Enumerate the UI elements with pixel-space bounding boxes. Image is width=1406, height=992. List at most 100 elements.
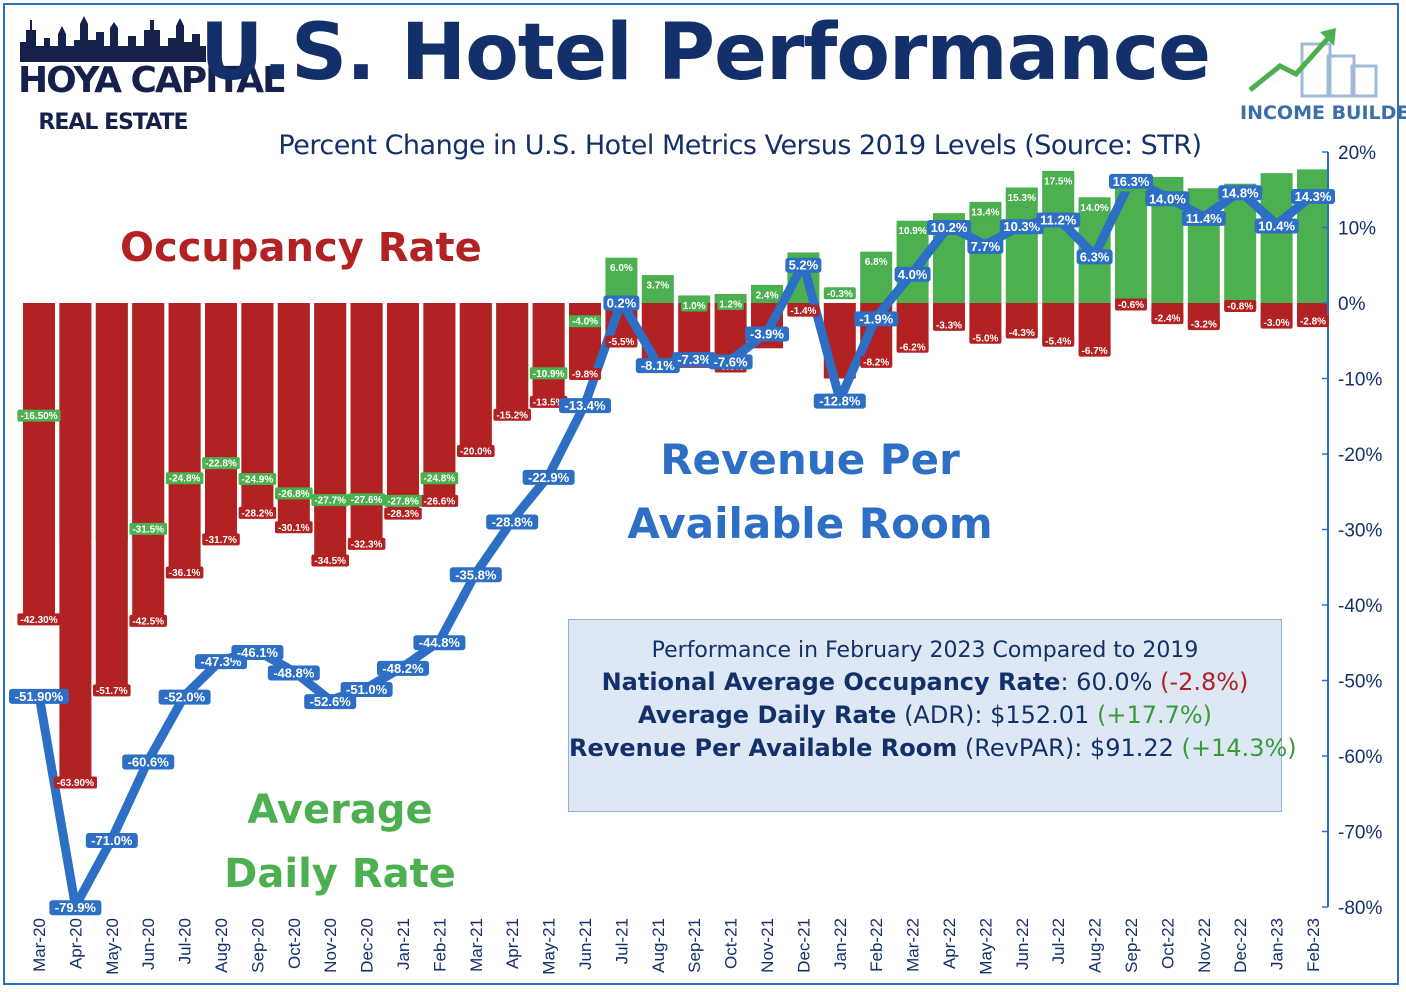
occupancy-data-label: -63.90% (57, 778, 94, 789)
adr-data-label: -4.0% (572, 317, 598, 328)
x-tick-label: Jul-21 (612, 918, 631, 964)
occupancy-data-label-bg (860, 355, 893, 368)
occupancy-data-label-bg (1005, 326, 1038, 339)
revpar-data-label-bg (967, 238, 1004, 254)
summary-adr-label: Average Daily Rate (637, 701, 897, 729)
x-tick-label: Sep-22 (1122, 918, 1141, 973)
x-tick-label: Apr-20 (66, 918, 85, 969)
y-tick-label: -70% (1338, 823, 1382, 844)
chart-title: U.S. Hotel Performance (200, 8, 1211, 98)
x-tick-label: Jan-21 (394, 918, 413, 970)
occupancy-bar (59, 303, 92, 786)
adr-data-label: -10.9% (533, 369, 565, 380)
summary-adr-line: Average Daily Rate (ADR): $152.01 (+17.7… (569, 701, 1281, 729)
adr-data-label-bg (1078, 201, 1111, 214)
summary-occupancy-label: National Average Occupancy Rate (601, 668, 1061, 696)
y-tick-label: -20% (1338, 445, 1382, 466)
adr-data-label-bg (17, 409, 61, 422)
revpar-data-label-bg (377, 660, 429, 676)
occupancy-data-label-bg (1151, 312, 1184, 325)
revpar-data-label: 11.2% (1040, 212, 1077, 227)
x-tick-label: Jul-20 (176, 918, 195, 964)
occupancy-data-label-bg (1115, 298, 1147, 311)
x-tick-label: Jan-22 (831, 918, 850, 970)
revpar-data-label: 4.0% (898, 267, 928, 282)
y-tick-label: -10% (1338, 370, 1382, 391)
occupancy-data-label: -3.3% (936, 320, 962, 331)
income-builder-logo: INCOME BUILDER (1240, 18, 1406, 133)
revpar-data-label: -28.8% (492, 514, 534, 529)
occupancy-data-label-bg (787, 304, 820, 317)
summary-revpar-line: Revenue Per Available Room (RevPAR): $91… (569, 734, 1297, 762)
adr-data-label: 6.8% (865, 257, 888, 268)
revpar-data-label-bg (603, 295, 640, 311)
revpar-data-label-bg (927, 219, 971, 235)
x-tick-label: Aug-21 (649, 918, 668, 973)
adr-data-label: 17.5% (1044, 176, 1072, 187)
revpar-data-label-bg (745, 326, 789, 342)
revpar-data-label-bg (672, 352, 717, 368)
revpar-data-label: -52.6% (310, 694, 352, 709)
x-tick-label: May-20 (103, 918, 122, 975)
revpar-data-label-bg (9, 688, 69, 704)
adr-data-label-bg (717, 297, 744, 310)
occupancy-data-label: -31.7% (205, 535, 237, 546)
adr-data-label: 1.2% (719, 299, 742, 310)
adr-data-label: 6.0% (610, 263, 633, 274)
occupancy-bar (314, 303, 347, 564)
adr-data-label-bg (753, 288, 781, 301)
occupancy-bar (350, 303, 383, 547)
y-tick-label: 20% (1338, 143, 1376, 164)
x-tick-label: Jan-23 (1268, 918, 1287, 970)
occupancy-data-label: -34.5% (314, 556, 346, 567)
occupancy-data-label: -2.8% (1300, 317, 1326, 328)
x-tick-label: Nov-22 (1195, 918, 1214, 973)
revpar-data-label: -22.9% (528, 470, 570, 485)
occupancy-bar (205, 303, 237, 543)
revpar-data-label: -8.1% (641, 358, 675, 373)
revpar-annotation-line1: Revenue Per (660, 435, 960, 484)
revpar-data-label-bg (894, 266, 931, 282)
adr-data-label-bg (1042, 174, 1075, 187)
revpar-data-label-bg (522, 469, 575, 485)
occupancy-data-label-bg (1260, 316, 1293, 329)
revpar-data-label-bg (1036, 212, 1081, 228)
revpar-data-label-bg (158, 689, 211, 705)
x-tick-label: Nov-20 (321, 918, 340, 973)
revpar-annotation-line2: Available Room (627, 499, 993, 548)
occupancy-data-label: -8.2% (863, 357, 889, 368)
revpar-data-label: -46.1% (237, 645, 279, 660)
revpar-data-label-bg (854, 311, 899, 327)
x-tick-label: Jul-22 (1049, 918, 1068, 964)
summary-adr-value: (ADR): $152.01 (896, 701, 1097, 729)
revpar-data-label: -48.2% (382, 661, 424, 676)
revpar-data-label-bg (1218, 185, 1263, 201)
y-tick-label: -80% (1338, 898, 1382, 919)
revpar-data-label-bg (486, 514, 539, 530)
revpar-data-label-bg (1181, 210, 1226, 226)
occupancy-data-label: -9.8% (572, 369, 598, 380)
adr-data-label: 13.4% (971, 207, 999, 218)
revpar-data-label: 0.2% (607, 295, 637, 310)
adr-data-label-bg (1005, 191, 1038, 204)
adr-data-label: -24.8% (424, 474, 456, 485)
occupancy-data-label: -26.6% (424, 496, 456, 507)
adr-bar (1260, 173, 1293, 303)
x-tick-label: May-21 (540, 918, 559, 975)
occupancy-data-label-bg (933, 318, 965, 331)
adr-data-label-bg (275, 487, 313, 500)
revpar-data-label: -60.6% (128, 755, 170, 770)
summary-occupancy-value: : 60.0% (1060, 668, 1161, 696)
building-growth-icon (1248, 28, 1378, 98)
x-tick-label: Oct-22 (1158, 918, 1177, 969)
x-tick-label: Dec-20 (358, 918, 377, 973)
occupancy-data-label: -20.0% (460, 447, 492, 458)
occupancy-data-label-bg (1187, 318, 1220, 331)
x-tick-label: May-22 (976, 918, 995, 975)
revpar-data-label: -51.90% (15, 689, 64, 704)
adr-data-label: -26.8% (278, 489, 310, 500)
x-tick-label: Jun-21 (576, 918, 595, 970)
occupancy-data-label: -6.2% (900, 342, 926, 353)
adr-bar (1042, 170, 1075, 303)
occupancy-data-label-bg (420, 494, 459, 507)
